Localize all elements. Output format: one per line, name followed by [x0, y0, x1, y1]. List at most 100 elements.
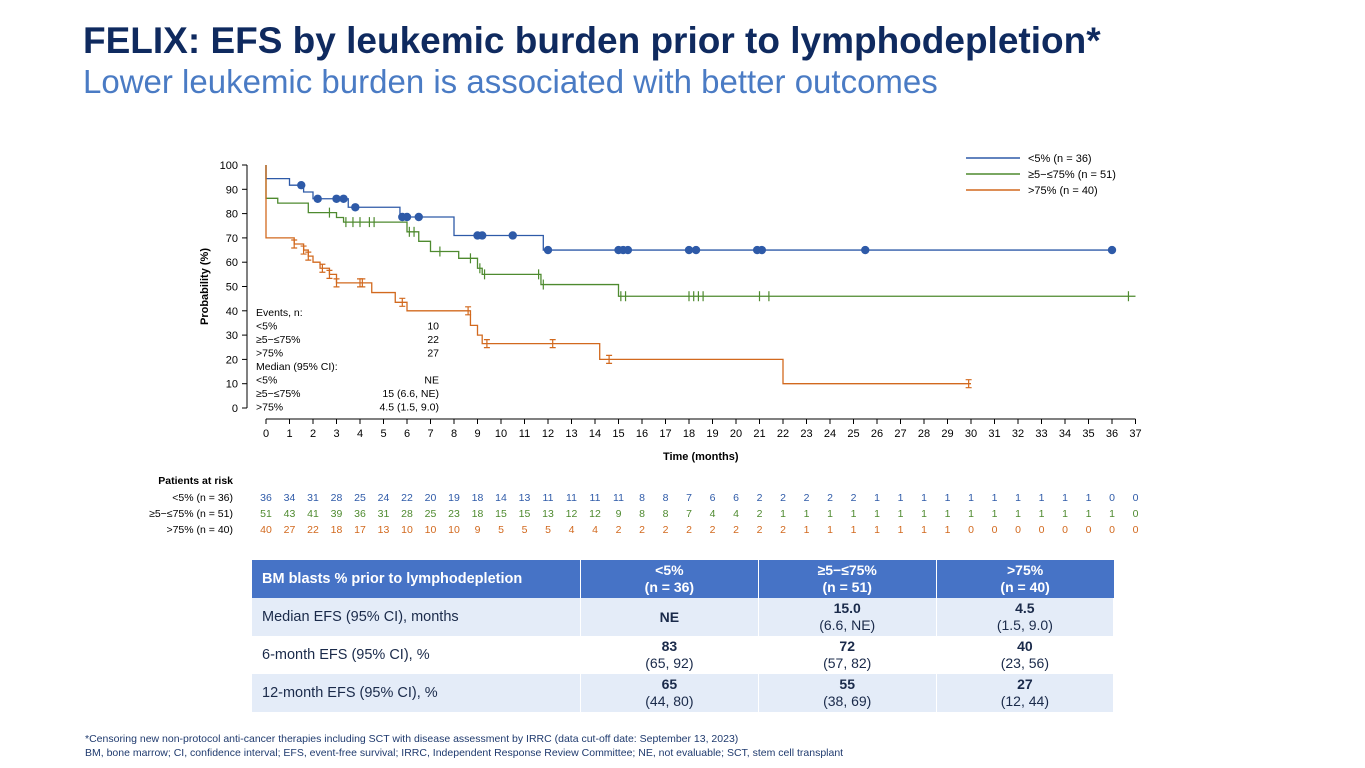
header-col1: <5% (n = 36) [580, 560, 759, 598]
row-cell-c2: 72 (57, 82) [758, 636, 937, 674]
median-group: >75% [256, 402, 283, 414]
censor-ibar [549, 339, 556, 349]
risk-count: 5 [522, 524, 528, 536]
x-tick-label: 27 [894, 428, 906, 440]
risk-count: 2 [757, 492, 763, 504]
risk-count: 34 [284, 492, 296, 504]
risk-table-title: Patients at risk [158, 475, 233, 487]
censor-ibar [326, 269, 333, 279]
risk-count: 1 [1086, 508, 1092, 520]
risk-count: 4 [710, 508, 716, 520]
risk-count: 22 [401, 492, 413, 504]
y-tick-label: 10 [226, 379, 238, 391]
risk-count: 0 [1015, 524, 1021, 536]
x-tick-label: 20 [730, 428, 742, 440]
risk-count: 1 [1015, 492, 1021, 504]
risk-count: 1 [921, 492, 927, 504]
risk-count: 25 [425, 508, 437, 520]
risk-count: 5 [545, 524, 551, 536]
cell-value: 65 [661, 676, 678, 692]
median-value: 15 (6.6, NE) [382, 388, 439, 400]
y-tick-label: 50 [226, 282, 238, 294]
risk-count: 2 [780, 492, 786, 504]
risk-count: 13 [378, 524, 390, 536]
cell-ci: (57, 82) [823, 655, 872, 671]
x-axis-title: Time (months) [663, 451, 739, 463]
risk-count: 1 [921, 524, 927, 536]
events-value: 10 [427, 321, 439, 333]
risk-count: 2 [710, 524, 716, 536]
risk-count: 1 [874, 524, 880, 536]
footnote-abbreviations: BM, bone marrow; CI, confidence interval… [85, 747, 844, 759]
censor-ibar [359, 278, 366, 288]
risk-count: 11 [566, 492, 577, 504]
risk-count: 0 [1062, 524, 1068, 536]
risk-count: 40 [260, 524, 272, 536]
results-header-row: BM blasts % prior to lymphodepletion <5%… [252, 560, 1114, 598]
risk-count: 20 [425, 492, 437, 504]
risk-count: 1 [898, 492, 904, 504]
censor-ibar [291, 239, 298, 249]
median-group: <5% [256, 375, 277, 387]
censor-dot [684, 245, 694, 255]
risk-count: 1 [992, 492, 998, 504]
risk-count: 2 [616, 524, 622, 536]
risk-count: 19 [448, 492, 460, 504]
risk-count: 51 [260, 508, 272, 520]
median-title: Median (95% CI): [256, 361, 338, 373]
risk-count: 0 [1109, 492, 1115, 504]
risk-count: 10 [425, 524, 437, 536]
risk-count: 1 [804, 508, 810, 520]
risk-count: 4 [569, 524, 575, 536]
risk-count: 13 [519, 492, 531, 504]
header-col3-n: (n = 40) [1000, 579, 1050, 595]
risk-count: 4 [733, 508, 739, 520]
x-tick-label: 33 [1035, 428, 1047, 440]
risk-count: 1 [1015, 508, 1021, 520]
censor-ibar [465, 306, 472, 316]
risk-count: 2 [780, 524, 786, 536]
risk-count: 17 [354, 524, 366, 536]
results-table: BM blasts % prior to lymphodepletion <5%… [252, 560, 1115, 712]
y-tick-label: 100 [220, 160, 238, 172]
x-tick-label: 10 [495, 428, 507, 440]
censor-dot [297, 180, 306, 190]
risk-count: 2 [851, 492, 857, 504]
y-tick-label: 70 [226, 233, 238, 245]
x-tick-label: 32 [1012, 428, 1024, 440]
y-tick-label: 20 [226, 354, 238, 366]
risk-count: 8 [639, 508, 645, 520]
risk-count: 9 [616, 508, 622, 520]
risk-count: 1 [1062, 508, 1068, 520]
y-tick-label: 90 [226, 184, 238, 196]
y-tick-label: 60 [226, 257, 238, 269]
x-tick-label: 22 [777, 428, 789, 440]
y-tick-label: 30 [226, 330, 238, 342]
risk-count: 2 [639, 524, 645, 536]
cell-ci: (23, 56) [1000, 655, 1049, 671]
risk-count: 1 [898, 508, 904, 520]
risk-count: 7 [686, 508, 692, 520]
slide-subtitle: Lower leukemic burden is associated with… [83, 63, 938, 100]
risk-count: 28 [331, 492, 343, 504]
risk-count: 22 [307, 524, 319, 536]
risk-count: 0 [1039, 524, 1045, 536]
risk-count: 36 [354, 508, 366, 520]
risk-count: 15 [495, 508, 507, 520]
censor-ibar [333, 278, 340, 288]
x-tick-label: 1 [286, 428, 292, 440]
censor-dot [691, 245, 701, 255]
risk-count: 18 [331, 524, 343, 536]
risk-count: 1 [945, 492, 951, 504]
censor-dot [543, 245, 553, 255]
risk-count: 24 [378, 492, 390, 504]
x-tick-label: 28 [918, 428, 930, 440]
risk-count: 0 [1133, 492, 1139, 504]
risk-count: 0 [1109, 524, 1115, 536]
censor-dot [757, 245, 767, 255]
x-tick-label: 5 [380, 428, 386, 440]
risk-count: 1 [1062, 492, 1068, 504]
censor-dot [339, 194, 348, 203]
x-tick-label: 29 [941, 428, 953, 440]
